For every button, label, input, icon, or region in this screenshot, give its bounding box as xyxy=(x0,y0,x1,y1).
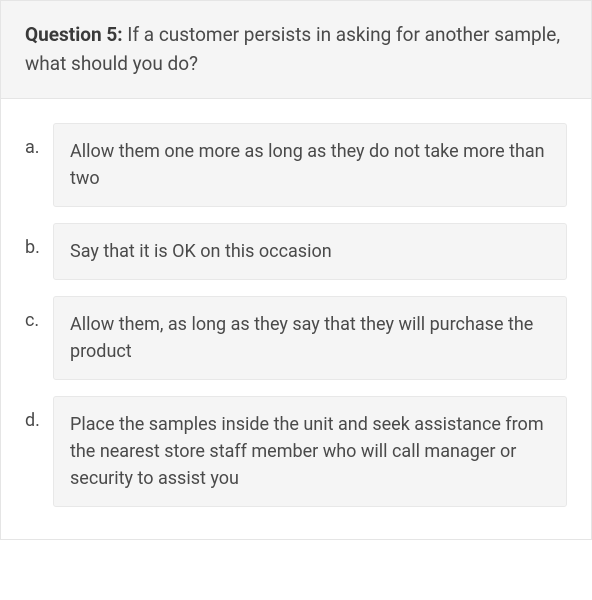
answer-row: b. Say that it is OK on this occasion xyxy=(25,223,567,280)
answer-letter-d: d. xyxy=(25,396,53,431)
answer-option-a[interactable]: Allow them one more as long as they do n… xyxy=(53,123,567,207)
question-container: Question 5: If a customer persists in as… xyxy=(0,0,592,540)
answer-option-d[interactable]: Place the samples inside the unit and se… xyxy=(53,396,567,507)
question-header: Question 5: If a customer persists in as… xyxy=(1,1,591,99)
answer-row: a. Allow them one more as long as they d… xyxy=(25,123,567,207)
answer-letter-a: a. xyxy=(25,123,53,158)
answer-option-b[interactable]: Say that it is OK on this occasion xyxy=(53,223,567,280)
answer-row: c. Allow them, as long as they say that … xyxy=(25,296,567,380)
answers-section: a. Allow them one more as long as they d… xyxy=(1,99,591,539)
answer-row: d. Place the samples inside the unit and… xyxy=(25,396,567,507)
answer-option-c[interactable]: Allow them, as long as they say that the… xyxy=(53,296,567,380)
question-label: Question 5: xyxy=(25,23,123,46)
answer-letter-b: b. xyxy=(25,223,53,258)
answer-letter-c: c. xyxy=(25,296,53,331)
